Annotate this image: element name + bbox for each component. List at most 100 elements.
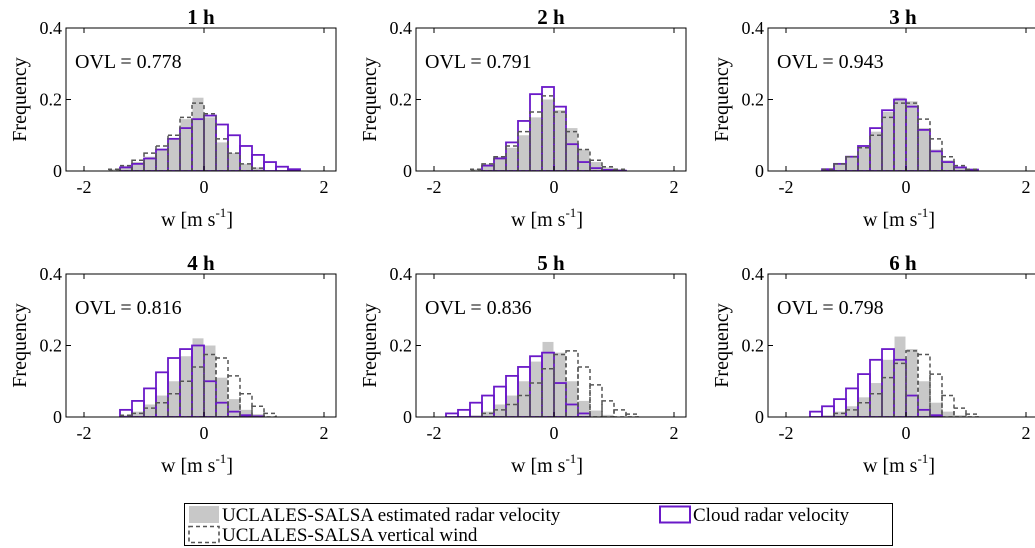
- estimated-bar: [882, 359, 894, 417]
- x-tick-label: 2: [670, 177, 679, 197]
- estimated-bar: [156, 149, 168, 171]
- cloud-radar-bar: [457, 408, 471, 417]
- legend-swatch-estimated: [189, 506, 219, 523]
- legend-label-vertical-wind: UCLALES-SALSA vertical wind: [222, 525, 478, 546]
- legend-swatch-vertical-wind: [188, 525, 220, 544]
- x-axis-label-base: w [m s: [511, 455, 566, 477]
- x-axis-label-close: ]: [226, 209, 233, 231]
- vertical-wind-bar: [869, 393, 883, 417]
- estimated-bar: [180, 119, 192, 171]
- vertical-wind-bar: [941, 394, 955, 417]
- subplot-title: 3 h: [889, 5, 917, 29]
- vertical-wind-bar: [493, 155, 507, 171]
- estimated-bar: [132, 411, 144, 417]
- x-axis-label-base: w [m s: [863, 209, 918, 231]
- ovl-annotation: OVL = 0.836: [425, 297, 532, 319]
- estimated-bar: [578, 400, 590, 417]
- legend-label-estimated: UCLALES-SALSA estimated radar velocity: [222, 505, 561, 526]
- vertical-wind-bar: [917, 118, 931, 171]
- cloud-radar-bar: [275, 165, 289, 171]
- y-tick-label: 0.2: [390, 90, 413, 110]
- y-axis-label: Frequency: [711, 303, 733, 387]
- y-axis-label: Frequency: [9, 303, 31, 387]
- x-axis-label-base: w [m s: [511, 209, 566, 231]
- x-axis-label-base: w [m s: [161, 455, 216, 477]
- axes: -2 0 2 0 0.2 0.4: [40, 264, 337, 443]
- vertical-wind-bar: [893, 362, 907, 417]
- vertical-wind-bar: [493, 409, 507, 417]
- legend-swatch-cloud-radar: [659, 505, 691, 524]
- x-axis-label-close: ]: [576, 209, 583, 231]
- axes-box: [415, 273, 687, 418]
- estimated-bar: [108, 169, 120, 171]
- x-axis-label-base: w [m s: [863, 455, 918, 477]
- x-axis-label-superscript: -1: [215, 205, 226, 220]
- estimated-bar: [252, 167, 264, 171]
- axes-box: [767, 27, 1035, 172]
- subplot-title: 2 h: [537, 5, 565, 29]
- estimated-bar: [954, 415, 966, 417]
- x-tick-label: 2: [1022, 177, 1031, 197]
- x-tick-label: -2: [77, 423, 92, 443]
- cloud-radar-bar: [809, 410, 823, 417]
- x-axis-label-superscript: -1: [565, 205, 576, 220]
- ovl-annotation: OVL = 0.791: [425, 51, 532, 73]
- estimated-bar: [168, 138, 180, 171]
- vertical-wind-bar: [893, 102, 907, 171]
- y-tick-label: 0.4: [40, 18, 63, 38]
- x-tick-label: -2: [427, 423, 442, 443]
- axes-box: [65, 27, 337, 172]
- y-tick-label: 0.2: [40, 90, 63, 110]
- vertical-wind-bar: [227, 375, 241, 417]
- x-axis-label-close: ]: [928, 455, 935, 477]
- ovl-annotation: OVL = 0.816: [75, 297, 182, 319]
- subplot-title: 6 h: [889, 251, 917, 275]
- plot-area: [469, 86, 627, 171]
- estimated-bar: [942, 160, 954, 171]
- estimated-bar: [518, 381, 530, 417]
- x-tick-label: 0: [550, 177, 559, 197]
- x-tick-label: 2: [670, 423, 679, 443]
- vertical-wind-bar: [179, 116, 193, 171]
- vertical-wind-bar: [965, 413, 979, 417]
- estimated-bar: [870, 383, 882, 417]
- estimated-bar: [144, 404, 156, 417]
- estimated-bar: [240, 409, 252, 417]
- subplot-title: 1 h: [187, 5, 215, 29]
- plot-area: [821, 97, 979, 171]
- ovl-annotation: OVL = 0.798: [777, 297, 884, 319]
- estimated-bar: [882, 112, 894, 171]
- vertical-wind-bar: [481, 163, 495, 171]
- vertical-wind-bar: [941, 155, 955, 171]
- estimated-bar: [566, 381, 578, 417]
- estimated-bar: [470, 169, 482, 171]
- vertical-wind-bar: [529, 111, 543, 171]
- estimated-bar: [216, 142, 228, 171]
- estimated-bar: [192, 338, 204, 417]
- vertical-wind-bar: [845, 409, 859, 417]
- x-axis-label-superscript: -1: [215, 451, 226, 466]
- estimated-bar: [846, 406, 858, 417]
- x-axis-label-close: ]: [576, 455, 583, 477]
- vertical-wind-bar: [845, 155, 859, 171]
- estimated-bar: [834, 163, 846, 171]
- estimated-bar: [228, 399, 240, 417]
- y-tick-label: 0: [53, 161, 62, 181]
- estimated-bar: [530, 361, 542, 417]
- estimated-bar: [566, 128, 578, 171]
- vertical-wind-bar: [167, 134, 181, 171]
- estimated-bar: [918, 381, 930, 417]
- x-tick-label: 0: [200, 177, 209, 197]
- y-tick-label: 0.4: [390, 264, 413, 284]
- ovl-annotation: OVL = 0.778: [75, 51, 182, 73]
- estimated-bar: [578, 149, 590, 171]
- vertical-wind-bar: [601, 400, 615, 417]
- x-axis-label-close: ]: [226, 455, 233, 477]
- vertical-wind-bar: [191, 366, 205, 417]
- y-tick-label: 0: [403, 161, 412, 181]
